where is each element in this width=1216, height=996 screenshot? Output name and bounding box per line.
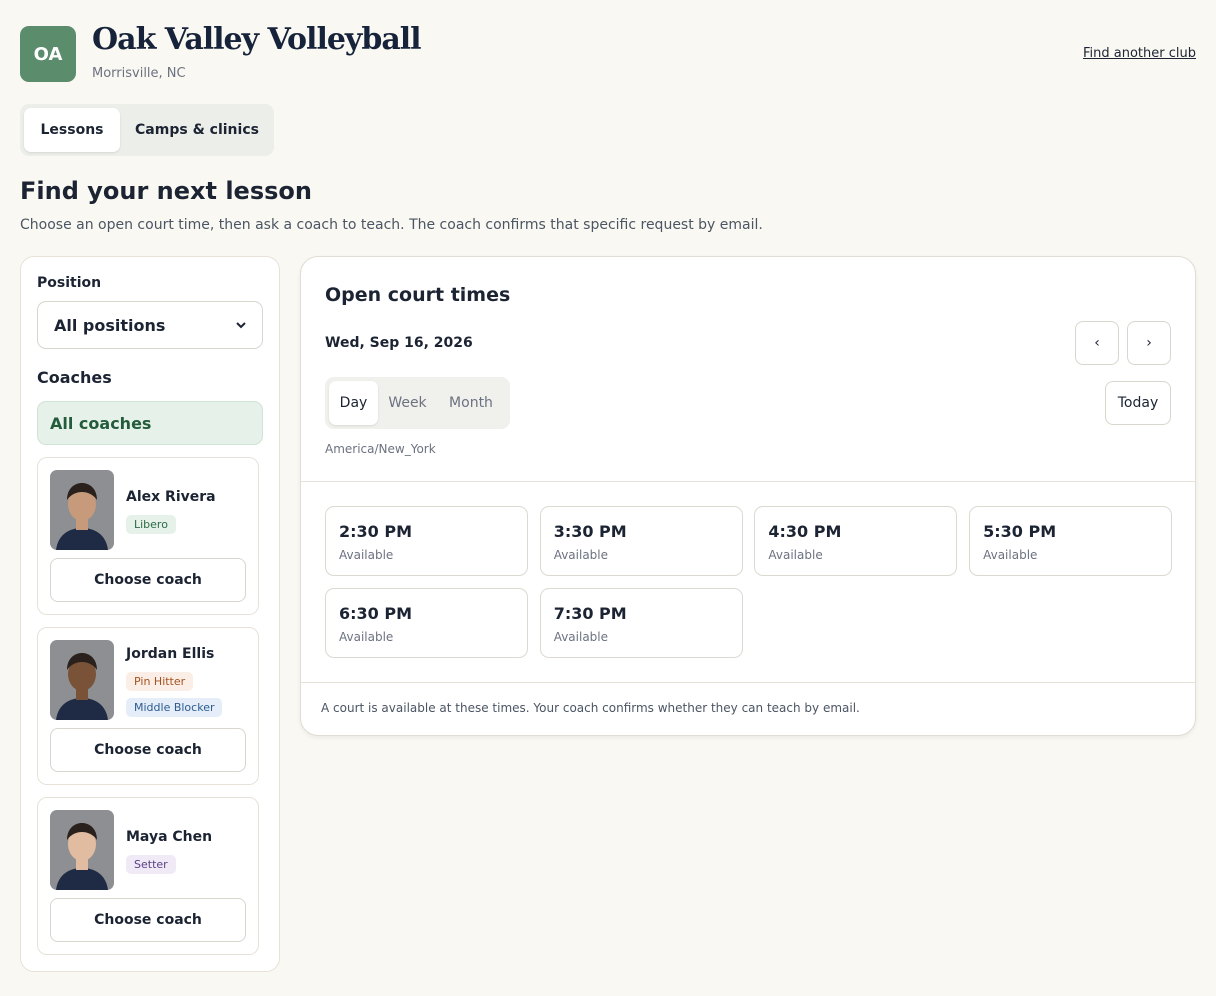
time-slot[interactable]: 3:30 PM Available [539, 506, 743, 576]
slot-status: Available [339, 630, 394, 644]
slot-status: Available [339, 548, 394, 562]
slot-status: Available [768, 548, 823, 562]
slot-time: 5:30 PM [983, 522, 1057, 541]
choose-coach-button[interactable]: Choose coach [50, 728, 246, 772]
slot-time: 4:30 PM [768, 522, 842, 541]
slot-time: 3:30 PM [553, 522, 627, 541]
tab[interactable]: Lessons [24, 108, 120, 152]
coach-name: Alex Rivera [126, 489, 216, 505]
slot-time: 7:30 PM [553, 604, 627, 623]
today-button[interactable]: Today [1105, 381, 1171, 425]
footnote: A court is available at these times. You… [321, 701, 860, 715]
prev-button[interactable]: ‹ [1075, 321, 1119, 365]
avatar [50, 470, 114, 550]
timezone: America/New_York [325, 442, 436, 456]
coach-photo [50, 640, 114, 720]
divider [301, 481, 1195, 482]
time-slot[interactable]: 5:30 PM Available [969, 506, 1173, 576]
coach-name: Maya Chen [126, 829, 213, 845]
view-option[interactable]: Day [329, 381, 378, 425]
divider [301, 682, 1195, 683]
sidebar: Position All positions Coaches All coach… [20, 256, 280, 972]
calendar-panel: Open court times Wed, Sep 16, 2026 ‹ › D… [300, 256, 1196, 736]
calendar-title: Open court times [325, 284, 511, 306]
find-club-link[interactable]: Find another club [1083, 46, 1196, 61]
slot-status: Available [553, 630, 609, 644]
next-button[interactable]: › [1127, 321, 1171, 365]
slot-time: 2:30 PM [339, 522, 413, 541]
choose-coach-button[interactable]: Choose coach [50, 558, 246, 602]
position-label: Position [37, 275, 102, 291]
view-option[interactable]: Week [388, 395, 427, 411]
chevron [236, 322, 246, 329]
position-tag: Pin Hitter [126, 672, 194, 691]
coach-card: Maya Chen Setter Choose coach [37, 797, 259, 955]
position-tag: Setter [126, 855, 176, 874]
tab[interactable]: Camps & clinics [135, 122, 259, 138]
choose-coach-button[interactable]: Choose coach [50, 898, 246, 942]
coach-name: Jordan Ellis [126, 646, 215, 662]
position-tag: Middle Blocker [126, 698, 223, 717]
slot-status: Available [553, 548, 609, 562]
avatar [50, 810, 114, 890]
club-location: Morrisville, NC [92, 66, 186, 81]
page-subtitle: Choose an open court time, then ask a co… [20, 217, 763, 233]
slot-time: 6:30 PM [339, 604, 413, 623]
position-select[interactable]: All positions [37, 301, 263, 349]
coach-photo [50, 470, 114, 550]
time-slot[interactable]: 6:30 PM Available [325, 588, 528, 658]
club-title: Oak Valley Volleyball [92, 22, 422, 57]
view-toggle: Day Week Month [325, 377, 510, 429]
tab-bar: Lessons Camps & clinics [20, 104, 274, 156]
all-coaches[interactable]: All coaches [37, 401, 263, 445]
time-slot[interactable]: 7:30 PM Available [539, 588, 743, 658]
club-logo: OA [20, 26, 76, 82]
coach-card: Jordan Ellis Pin Hitter Middle Blocker Choo… [37, 627, 259, 785]
avatar [50, 640, 114, 720]
select-value: All positions [54, 315, 166, 335]
view-option[interactable]: Month [449, 395, 493, 411]
coaches-label: Coaches [37, 368, 112, 387]
slot-status: Available [983, 548, 1038, 562]
page-heading: Find your next lesson [20, 177, 312, 205]
time-slot[interactable]: 2:30 PM Available [325, 506, 528, 576]
position-tag: Libero [126, 515, 176, 534]
calendar-date: Wed, Sep 16, 2026 [325, 335, 473, 351]
coach-photo [50, 810, 114, 890]
coach-card: Alex Rivera Libero Choose coach [37, 457, 259, 615]
time-slot[interactable]: 4:30 PM Available [754, 506, 958, 576]
